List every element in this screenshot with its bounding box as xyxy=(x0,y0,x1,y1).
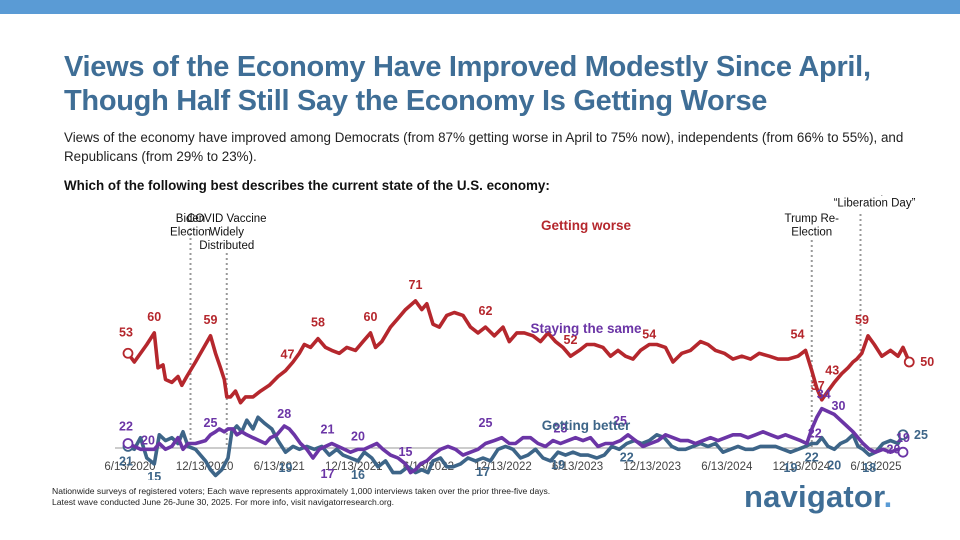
event-label: Election xyxy=(170,227,211,239)
data-label-same: 23 xyxy=(554,422,568,436)
data-label-same: 25 xyxy=(613,414,627,428)
data-label-same: 20 xyxy=(351,429,365,443)
data-label-worse: 71 xyxy=(409,278,423,292)
logo-text: navigator xyxy=(744,479,884,514)
data-label-same: 30 xyxy=(832,399,846,413)
data-label-worse: 54 xyxy=(791,327,805,341)
data-label-better: 19 xyxy=(551,458,565,472)
data-label-worse: 58 xyxy=(311,316,325,330)
x-tick-label: 12/13/2021 xyxy=(325,461,383,473)
series-start-marker xyxy=(122,438,134,449)
top-accent-bar xyxy=(0,0,960,14)
page-title: Views of the Economy Have Improved Modes… xyxy=(64,50,924,118)
data-label-same: 20 xyxy=(141,433,155,447)
subtitle: Views of the economy have improved among… xyxy=(64,130,904,164)
title-line-1: Views of the Economy Have Improved Modes… xyxy=(64,51,871,83)
data-label-same: 22 xyxy=(119,419,133,433)
logo-dot: . xyxy=(883,479,893,514)
data-label-better: 18 xyxy=(862,461,876,475)
x-tick-label: 12/13/2023 xyxy=(623,461,681,473)
data-label-better: 20 xyxy=(827,458,841,472)
data-label-same: 20 xyxy=(887,442,901,456)
series-line-same xyxy=(126,406,905,475)
footnote-line-2: Latest wave conducted June 26-June 30, 2… xyxy=(52,496,395,507)
data-label-better: 19 xyxy=(784,461,798,475)
series-name-label-worse: Getting worse xyxy=(541,218,632,233)
footnote-line-1: Nationwide surveys of registered voters;… xyxy=(52,486,551,496)
data-label-better: 19 xyxy=(279,461,293,475)
series-end-marker xyxy=(897,446,909,458)
data-label-worse: 62 xyxy=(479,304,493,318)
data-label-same: 34 xyxy=(817,388,831,402)
survey-question: Which of the following best describes th… xyxy=(64,178,550,193)
data-label-worse: 43 xyxy=(825,363,839,377)
data-label-worse: 50 xyxy=(920,355,934,369)
data-label-same: 25 xyxy=(479,416,493,430)
data-label-worse: 47 xyxy=(281,348,295,362)
series-start-marker xyxy=(122,347,134,359)
event-label: Widely xyxy=(209,227,244,239)
event-label: Election xyxy=(791,227,832,239)
data-label-worse: 60 xyxy=(147,310,161,324)
data-label-same: 28 xyxy=(277,407,291,421)
data-label-worse: 59 xyxy=(855,313,869,327)
economy-line-chart: 6/13/2020 12/13/2020 6/13/2021 12/13/2021 6/… xyxy=(104,195,934,480)
data-label-worse: 59 xyxy=(204,313,218,327)
navigator-logo: navigator. xyxy=(744,479,892,515)
series-end-marker xyxy=(903,356,915,368)
data-label-same: 22 xyxy=(808,426,822,440)
x-tick-label: 12/13/2024 xyxy=(773,461,831,473)
data-label-worse: 53 xyxy=(119,325,133,339)
series-name-label-same: Staying the same xyxy=(530,321,642,336)
series-end-marker xyxy=(897,429,909,441)
data-label-same: 25 xyxy=(204,416,218,430)
data-label-better: 17 xyxy=(476,465,490,479)
x-tick-label: 6/13/2020 xyxy=(104,461,155,473)
data-label-same: 19 xyxy=(896,431,910,445)
title-line-2: Though Half Still Say the Economy Is Get… xyxy=(64,85,768,117)
data-label-same: 17 xyxy=(321,467,335,480)
x-tick-label: 6/13/2023 xyxy=(552,461,603,473)
event-label: “Liberation Day” xyxy=(834,198,916,210)
x-tick-label: 6/13/2025 xyxy=(850,461,901,473)
x-tick-label: 12/13/2022 xyxy=(474,461,532,473)
data-label-better: 16 xyxy=(351,468,365,480)
data-label-same: 21 xyxy=(321,422,335,436)
data-label-worse: 37 xyxy=(811,379,825,393)
data-label-better: 25 xyxy=(914,428,928,442)
data-label-better: 22 xyxy=(805,450,819,464)
event-label: Biden xyxy=(176,213,205,225)
event-label: Distributed xyxy=(199,240,254,252)
x-tick-label: 6/13/2021 xyxy=(254,461,305,473)
footnote: Nationwide surveys of registered voters;… xyxy=(52,486,550,507)
data-label-worse: 52 xyxy=(564,333,578,347)
series-name-label-better: Getting better xyxy=(542,418,631,433)
data-label-better: 21 xyxy=(119,454,133,468)
series-line-worse xyxy=(126,299,912,405)
data-label-worse: 54 xyxy=(642,327,656,341)
data-label-better: 15 xyxy=(147,470,161,480)
data-label-same: 15 xyxy=(399,445,413,459)
data-label-better: 22 xyxy=(620,450,634,464)
event-label: Trump Re- xyxy=(784,213,839,225)
event-label: Trump's xyxy=(854,195,895,196)
data-label-worse: 60 xyxy=(364,310,378,324)
x-tick-label: 6/13/2024 xyxy=(701,461,753,473)
event-label: COVID Vaccine xyxy=(187,213,267,225)
